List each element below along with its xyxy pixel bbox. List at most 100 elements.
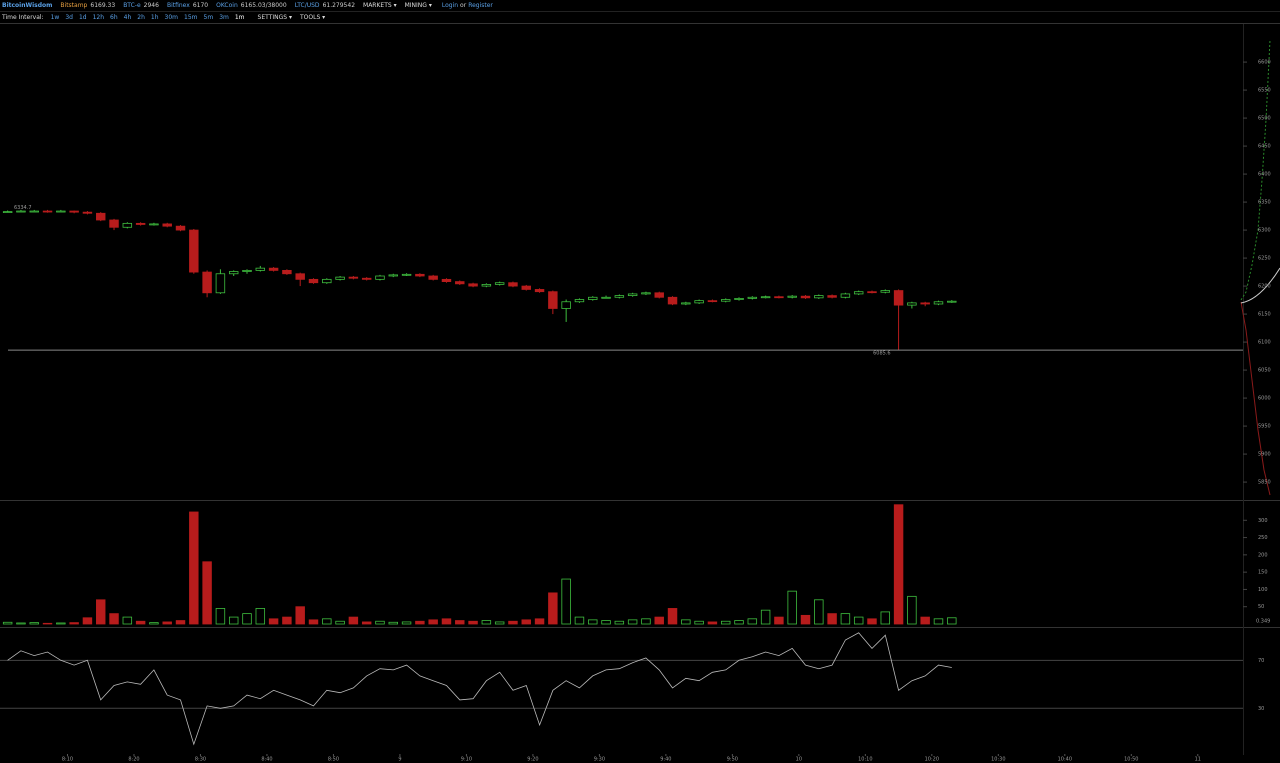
candle-body: [348, 276, 359, 279]
volume-bar: [468, 620, 478, 625]
depth-asks: [1240, 301, 1271, 496]
ticker[interactable]: Bitstamp 6169.33: [60, 2, 115, 9]
candle-body: [827, 295, 837, 298]
x-tick-label: 10:30: [991, 757, 1005, 763]
interval[interactable]: 5m: [203, 14, 214, 21]
y-tick-label: 6050: [1258, 368, 1271, 374]
volume-bar: [361, 621, 372, 625]
candle-body: [2, 211, 13, 214]
x-tick-label: 10:50: [1124, 757, 1138, 763]
volume-bar: [707, 621, 718, 625]
volume-bar: [720, 620, 731, 625]
y-tick-label: 6550: [1258, 88, 1271, 94]
y-tick-label: 6150: [1258, 312, 1271, 318]
volume-bar: [574, 616, 585, 625]
interval[interactable]: 6h: [110, 14, 118, 21]
y-tick-label: 300: [1258, 518, 1268, 524]
volume-bar: [428, 619, 438, 625]
ticker-name: BTC-e: [123, 2, 141, 9]
candle-body: [228, 271, 239, 275]
volume-bar: [29, 622, 39, 625]
interval[interactable]: 3m: [219, 14, 229, 21]
y-tick-label: 70: [1258, 658, 1264, 664]
interval[interactable]: 3d: [65, 14, 73, 21]
candle-body: [69, 210, 79, 213]
candle-body: [135, 222, 146, 225]
interval[interactable]: 2h: [137, 14, 145, 21]
ticker-price: 2946: [143, 2, 159, 9]
interval[interactable]: 1h: [150, 14, 159, 21]
volume-bar: [747, 618, 758, 625]
ticker[interactable]: OKCoin 6165.03/38000: [216, 2, 287, 9]
candle-body: [667, 296, 678, 305]
candle-body: [614, 295, 625, 298]
volume-bar: [82, 617, 93, 625]
candle-body: [747, 296, 758, 299]
volume-bar: [162, 621, 172, 625]
volume-bar: [282, 616, 292, 625]
candle-body: [415, 273, 425, 277]
volume-bar: [122, 616, 133, 625]
volume-bar: [322, 618, 332, 625]
volume-bar: [348, 616, 359, 625]
menu[interactable]: MINING ▾: [404, 2, 432, 9]
candle-body: [255, 267, 266, 271]
x-tick-label: 11: [1195, 757, 1201, 763]
volume-bar: [308, 619, 319, 625]
volume-bar: [56, 622, 66, 625]
interval[interactable]: 1w: [50, 14, 60, 21]
ticker-price: 6170: [192, 2, 209, 9]
volume-bar: [228, 616, 239, 625]
y-tick-label: 5950: [1258, 424, 1271, 430]
candle-body: [548, 291, 558, 309]
volume-bar: [907, 595, 917, 625]
candle-body: [96, 212, 106, 221]
volume-bar: [787, 590, 797, 625]
candle-body: [162, 223, 172, 227]
volume-bar: [189, 511, 199, 625]
register[interactable]: Register: [468, 2, 493, 9]
ticker[interactable]: Bitfinex 6170: [167, 2, 208, 9]
candle-body: [122, 222, 133, 228]
y-tick-label: 6300: [1258, 228, 1271, 234]
volume-bar: [920, 616, 930, 625]
login[interactable]: Login: [441, 2, 459, 9]
menu[interactable]: SETTINGS ▾: [257, 14, 292, 21]
volume-bar: [295, 606, 305, 625]
x-tick-label: 10:20: [925, 757, 939, 763]
interval[interactable]: 30m: [164, 14, 179, 21]
candle-body: [800, 295, 811, 299]
x-tick-label: 9:30: [594, 757, 605, 763]
or: or: [460, 2, 467, 9]
volume-bar: [521, 619, 531, 625]
candle-body: [42, 210, 53, 213]
interval[interactable]: 1m: [234, 14, 245, 21]
candle-body: [681, 302, 691, 305]
volume-bar: [96, 599, 106, 625]
brand[interactable]: BitcoinWisdom: [2, 2, 53, 9]
volume-bar: [627, 619, 638, 625]
ticker[interactable]: LTC/USD 61.279542: [295, 2, 355, 9]
candle-body: [322, 278, 332, 284]
candle-body: [335, 276, 345, 280]
menu[interactable]: TOOLS ▾: [300, 14, 326, 21]
y-tick-label: 250: [1258, 535, 1268, 541]
x-tick-label: 8:40: [261, 757, 272, 763]
interval[interactable]: 12h: [92, 14, 105, 21]
x-tick-label: 8:10: [62, 757, 73, 763]
interval[interactable]: 4h: [123, 14, 132, 21]
menu[interactable]: MARKETS ▾: [363, 2, 397, 9]
volume-bar: [840, 613, 851, 625]
candle-body: [787, 295, 797, 298]
x-tick-label: 8:20: [128, 757, 139, 763]
volume-bar: [774, 616, 784, 625]
interval[interactable]: 1d: [78, 14, 87, 21]
candle-body: [734, 297, 744, 300]
x-tick-label: 8:30: [195, 757, 206, 763]
ticker[interactable]: BTC-e 2946: [123, 2, 159, 9]
volume-bar: [561, 578, 571, 625]
depth-curve: [1240, 267, 1280, 304]
candle-body: [175, 225, 186, 231]
interval[interactable]: 15m: [184, 14, 198, 21]
